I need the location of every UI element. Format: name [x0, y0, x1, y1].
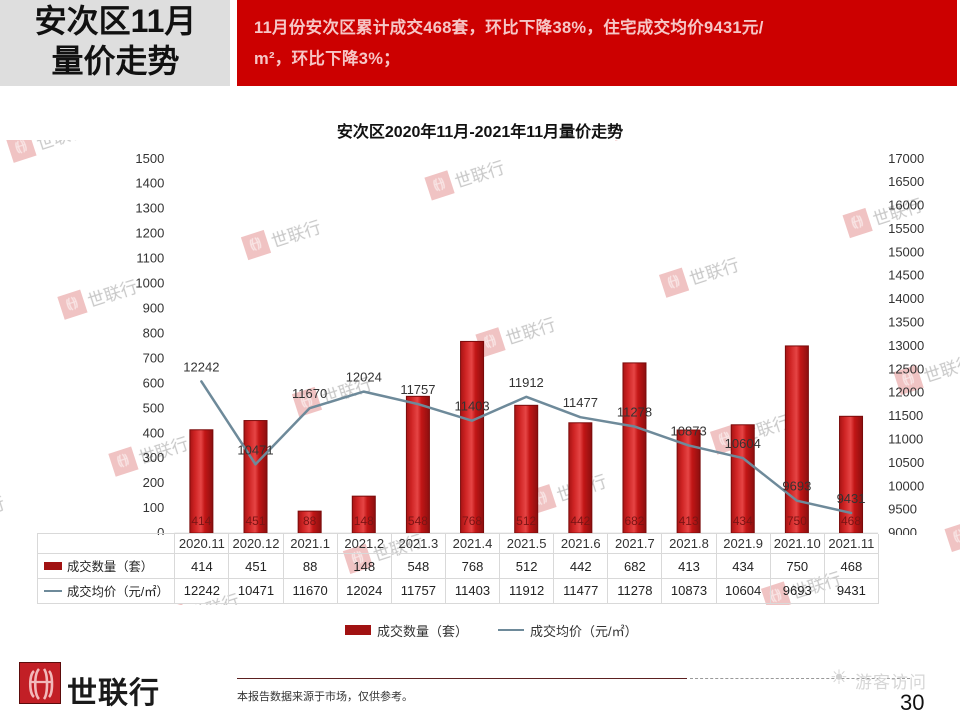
svg-text:9693: 9693 — [782, 479, 811, 494]
svg-text:9500: 9500 — [888, 502, 917, 517]
svg-text:413: 413 — [679, 514, 699, 528]
svg-text:12024: 12024 — [346, 370, 382, 385]
svg-text:9000: 9000 — [888, 525, 917, 535]
svg-text:88: 88 — [303, 514, 317, 528]
svg-text:11477: 11477 — [563, 395, 598, 410]
svg-text:9431: 9431 — [837, 491, 866, 506]
svg-text:1200: 1200 — [135, 226, 164, 241]
svg-text:500: 500 — [143, 400, 165, 415]
svg-text:900: 900 — [143, 300, 165, 315]
svg-text:11278: 11278 — [617, 405, 652, 420]
svg-text:10471: 10471 — [237, 442, 273, 457]
svg-text:10500: 10500 — [888, 455, 924, 470]
svg-text:512: 512 — [516, 514, 536, 528]
svg-text:1500: 1500 — [135, 151, 164, 166]
svg-text:768: 768 — [462, 514, 482, 528]
svg-text:148: 148 — [354, 514, 374, 528]
svg-text:13500: 13500 — [888, 315, 924, 330]
svg-text:414: 414 — [191, 514, 211, 528]
svg-text:1400: 1400 — [135, 176, 164, 191]
svg-text:11757: 11757 — [400, 382, 435, 397]
svg-text:11912: 11912 — [509, 375, 544, 390]
svg-text:11500: 11500 — [888, 408, 923, 423]
svg-text:12242: 12242 — [183, 359, 219, 374]
svg-text:400: 400 — [143, 425, 165, 440]
svg-text:300: 300 — [143, 450, 165, 465]
svg-text:600: 600 — [143, 375, 165, 390]
svg-text:434: 434 — [733, 514, 753, 528]
svg-text:17000: 17000 — [888, 151, 924, 166]
svg-text:15000: 15000 — [888, 244, 924, 259]
svg-text:10604: 10604 — [725, 436, 761, 451]
svg-text:682: 682 — [624, 514, 644, 528]
svg-text:11000: 11000 — [888, 432, 923, 447]
svg-text:442: 442 — [570, 514, 590, 528]
svg-text:12000: 12000 — [888, 385, 924, 400]
svg-text:800: 800 — [143, 325, 165, 340]
svg-text:12500: 12500 — [888, 361, 924, 376]
svg-text:700: 700 — [143, 350, 165, 365]
svg-text:11403: 11403 — [454, 399, 489, 414]
svg-text:451: 451 — [245, 514, 265, 528]
svg-text:16000: 16000 — [888, 198, 924, 213]
svg-text:200: 200 — [143, 475, 165, 490]
svg-text:14000: 14000 — [888, 291, 924, 306]
svg-text:10000: 10000 — [888, 478, 924, 493]
svg-text:1300: 1300 — [135, 201, 164, 216]
svg-text:1000: 1000 — [135, 276, 164, 291]
svg-text:16500: 16500 — [888, 174, 924, 189]
svg-text:15500: 15500 — [888, 221, 924, 236]
svg-text:11670: 11670 — [292, 386, 327, 401]
svg-text:14500: 14500 — [888, 268, 924, 283]
svg-text:468: 468 — [841, 514, 861, 528]
svg-text:10873: 10873 — [671, 423, 707, 438]
svg-text:1100: 1100 — [136, 251, 164, 266]
svg-text:548: 548 — [408, 514, 428, 528]
svg-text:750: 750 — [787, 514, 807, 528]
svg-text:100: 100 — [143, 500, 165, 515]
svg-text:13000: 13000 — [888, 338, 924, 353]
